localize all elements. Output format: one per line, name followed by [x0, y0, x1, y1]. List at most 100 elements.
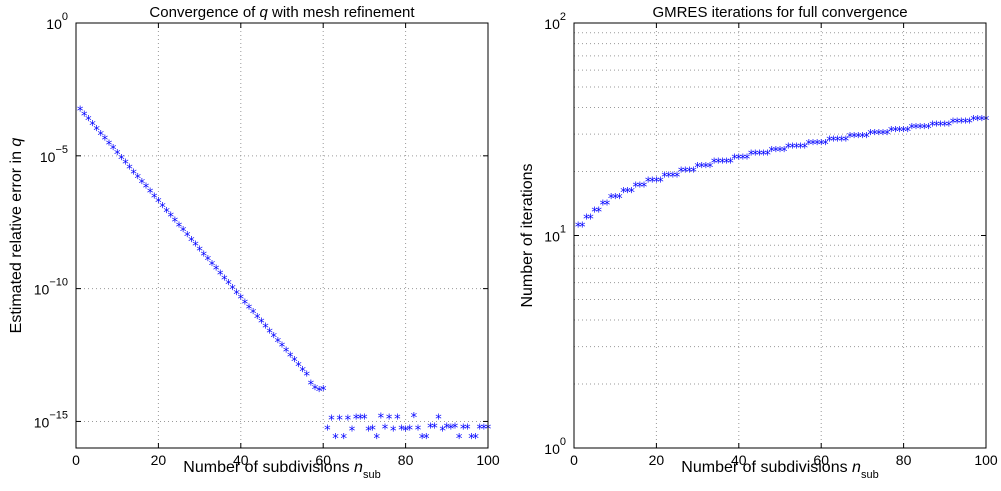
- data-point-marker: *: [353, 412, 360, 427]
- data-point-marker: *: [904, 125, 911, 140]
- grid-lines: [76, 23, 488, 448]
- data-point-marker: *: [620, 186, 627, 201]
- y-axis-ticks: 10−15 10−10 10−5 100: [34, 11, 488, 430]
- x-axis-label: Number of subdivisions nsub: [681, 459, 878, 481]
- data-point-marker: *: [698, 161, 705, 176]
- data-point-marker: *: [785, 141, 792, 156]
- data-point-marker: *: [958, 117, 965, 132]
- data-point-marker: *: [456, 432, 463, 447]
- grid-lines: [574, 23, 986, 448]
- data-point-marker: *: [975, 114, 982, 129]
- data-point-marker: *: [872, 128, 879, 143]
- data-point-marker: *: [913, 122, 920, 137]
- data-point-marker: *: [299, 365, 306, 380]
- x-axis-label: Number of subdivisions nsub: [183, 459, 380, 481]
- data-point-marker: *: [225, 278, 232, 293]
- data-point-marker: *: [843, 134, 850, 149]
- data-point-marker: *: [892, 125, 899, 140]
- data-point-marker: *: [369, 423, 376, 438]
- data-point-marker: *: [382, 422, 389, 437]
- data-point-marker: *: [834, 134, 841, 149]
- data-point-marker: *: [579, 221, 586, 236]
- data-point-marker: *: [81, 109, 88, 124]
- data-point-marker: *: [312, 383, 319, 398]
- data-point-marker: *: [641, 181, 648, 196]
- data-point-marker: *: [439, 425, 446, 440]
- data-point-marker: *: [386, 412, 393, 427]
- data-point-marker: *: [756, 149, 763, 164]
- data-point-marker: *: [85, 114, 92, 129]
- data-point-marker: *: [937, 119, 944, 134]
- x-tick-label: 0: [570, 452, 578, 468]
- data-point-marker: *: [163, 206, 170, 221]
- data-point-marker: *: [760, 149, 767, 164]
- error-convergence-plot: ****************************************…: [8, 4, 500, 481]
- data-point-marker: *: [448, 422, 455, 437]
- data-point-marker: *: [591, 205, 598, 220]
- data-point-marker: *: [402, 425, 409, 440]
- data-point-marker: *: [118, 153, 125, 168]
- data-point-marker: *: [316, 385, 323, 400]
- data-point-marker: *: [431, 421, 438, 436]
- data-point-marker: *: [929, 119, 936, 134]
- data-point-marker: *: [616, 192, 623, 207]
- data-point-marker: *: [130, 167, 137, 182]
- data-point-marker: *: [159, 201, 166, 216]
- data-point-marker: *: [777, 145, 784, 160]
- data-point-marker: *: [690, 166, 697, 181]
- data-point-marker: *: [731, 153, 738, 168]
- gmres-iterations-plot: ****************************************…: [519, 4, 998, 481]
- data-point-marker: *: [246, 302, 253, 317]
- x-axis-ticks: 0 20 40 60 80 100: [570, 23, 998, 468]
- plot-area-frame: [75, 22, 489, 449]
- data-point-marker: *: [727, 157, 734, 172]
- data-point-marker: *: [814, 138, 821, 153]
- data-point-marker: *: [143, 182, 150, 197]
- data-point-marker: *: [135, 172, 142, 187]
- data-point-marker: *: [102, 134, 109, 149]
- data-point-marker: *: [147, 187, 154, 202]
- data-point-marker: *: [254, 312, 261, 327]
- data-point-marker: *: [114, 148, 121, 163]
- data-point-marker: *: [122, 158, 129, 173]
- data-point-marker: *: [275, 336, 282, 351]
- data-point-marker: *: [196, 244, 203, 259]
- data-point-marker: *: [89, 119, 96, 134]
- data-point-marker: *: [703, 161, 710, 176]
- data-point-marker: *: [637, 181, 644, 196]
- x-tick-label: 100: [476, 452, 500, 468]
- plot-area-frame: [573, 22, 987, 449]
- data-point-marker: *: [320, 384, 327, 399]
- data-point-marker: *: [645, 175, 652, 190]
- data-point-marker: *: [806, 138, 813, 153]
- data-point-marker: *: [77, 105, 84, 120]
- data-point-marker: *: [390, 425, 397, 440]
- data-point-marker: *: [633, 181, 640, 196]
- data-point-marker: *: [723, 157, 730, 172]
- x-tick-label: 60: [315, 452, 331, 468]
- data-point-marker: *: [942, 119, 949, 134]
- data-point-marker: *: [810, 138, 817, 153]
- data-point-marker: *: [888, 125, 895, 140]
- data-point-marker: *: [781, 145, 788, 160]
- data-point-marker: *: [707, 161, 714, 176]
- data-point-marker: *: [694, 161, 701, 176]
- data-point-marker: *: [830, 134, 837, 149]
- data-point-marker: *: [266, 326, 273, 341]
- data-point-marker: *: [287, 350, 294, 365]
- data-point-marker: *: [435, 412, 442, 427]
- data-point-marker: *: [184, 230, 191, 245]
- x-tick-label: 40: [731, 452, 747, 468]
- data-point-marker: *: [176, 220, 183, 235]
- data-point-marker: *: [365, 425, 372, 440]
- data-point-marker: *: [303, 370, 310, 385]
- data-point-marker: *: [378, 412, 385, 427]
- data-point-marker: *: [361, 412, 368, 427]
- data-point-marker: *: [657, 175, 664, 190]
- data-point-marker: *: [575, 221, 582, 236]
- data-point-marker: *: [880, 128, 887, 143]
- data-point-marker: *: [826, 134, 833, 149]
- data-point-marker: *: [415, 423, 422, 438]
- data-point-marker: *: [308, 378, 315, 393]
- data-point-marker: *: [357, 412, 364, 427]
